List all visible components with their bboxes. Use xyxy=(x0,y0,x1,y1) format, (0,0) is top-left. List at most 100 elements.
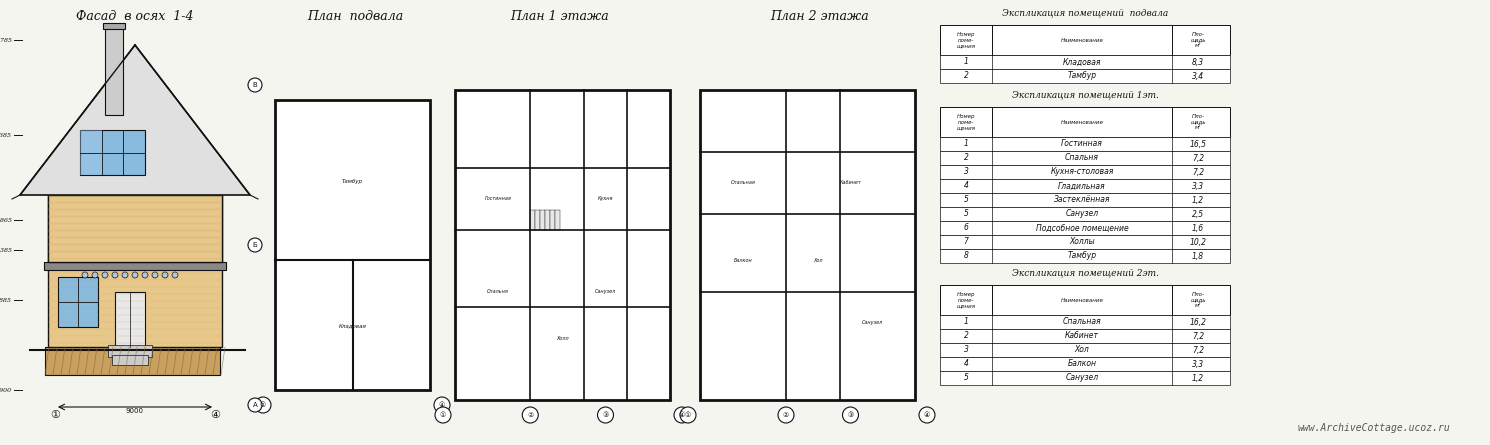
Text: А: А xyxy=(253,402,258,408)
Text: 2: 2 xyxy=(964,332,968,340)
Text: Номер
поме-
щения: Номер поме- щения xyxy=(957,32,976,48)
Bar xyxy=(940,357,1231,371)
Text: Подсобное помещение: Подсобное помещение xyxy=(1036,223,1128,232)
Text: Хол: Хол xyxy=(1074,345,1089,355)
Text: ④: ④ xyxy=(679,412,685,418)
Bar xyxy=(45,347,221,375)
Bar xyxy=(48,195,222,347)
Text: 3: 3 xyxy=(964,167,968,177)
Circle shape xyxy=(673,407,690,423)
Circle shape xyxy=(919,407,936,423)
Bar xyxy=(940,25,1231,55)
Bar xyxy=(454,90,670,400)
Bar xyxy=(276,100,431,390)
Text: Пло-
щадь
м²: Пло- щадь м² xyxy=(1191,114,1205,130)
Text: План 2 этажа: План 2 этажа xyxy=(770,10,869,23)
Text: 9000: 9000 xyxy=(127,408,145,414)
Text: 5: 5 xyxy=(964,373,968,383)
Circle shape xyxy=(133,272,139,278)
Bar xyxy=(940,249,1231,263)
Text: www.ArchiveCottage.ucoz.ru: www.ArchiveCottage.ucoz.ru xyxy=(1298,423,1450,433)
Text: Застеклённая: Застеклённая xyxy=(1053,195,1110,205)
Bar xyxy=(112,355,148,365)
Text: Кухня: Кухня xyxy=(597,196,614,201)
Circle shape xyxy=(247,238,262,252)
Circle shape xyxy=(523,407,538,423)
Bar xyxy=(556,210,560,230)
Text: ①: ① xyxy=(440,412,446,418)
Text: ④: ④ xyxy=(440,402,446,408)
Bar xyxy=(115,292,145,347)
Text: Тамбур: Тамбур xyxy=(1067,72,1097,81)
Text: План 1 этажа: План 1 этажа xyxy=(511,10,609,23)
Bar xyxy=(80,130,145,175)
Text: ②: ② xyxy=(527,412,533,418)
Text: 7,785: 7,785 xyxy=(0,37,12,43)
Text: Кладовая: Кладовая xyxy=(338,324,367,329)
Circle shape xyxy=(597,407,614,423)
Text: 3: 3 xyxy=(964,345,968,355)
Circle shape xyxy=(247,398,262,412)
Text: 2,5: 2,5 xyxy=(1192,210,1204,218)
Text: Хол: Хол xyxy=(814,258,822,263)
Circle shape xyxy=(434,397,450,413)
Text: Гладильная: Гладильная xyxy=(1058,182,1106,190)
Text: Номер
поме-
щения: Номер поме- щения xyxy=(957,114,976,130)
Text: Номер
поме-
щения: Номер поме- щения xyxy=(957,292,976,308)
Text: 0,885: 0,885 xyxy=(0,298,12,303)
Text: 16,5: 16,5 xyxy=(1189,139,1207,149)
Circle shape xyxy=(152,272,158,278)
Text: Гостинная: Гостинная xyxy=(484,196,511,201)
Text: Наименование: Наименование xyxy=(1061,120,1104,125)
Bar xyxy=(940,371,1231,385)
Circle shape xyxy=(162,272,168,278)
Bar xyxy=(545,210,550,230)
Text: 10,2: 10,2 xyxy=(1189,238,1207,247)
Bar xyxy=(940,137,1231,151)
Circle shape xyxy=(778,407,794,423)
Circle shape xyxy=(171,272,177,278)
Circle shape xyxy=(92,272,98,278)
Text: ③: ③ xyxy=(848,412,854,418)
Bar xyxy=(541,210,545,230)
Text: Наименование: Наименование xyxy=(1061,37,1104,43)
Text: Экспликация помещений  подвала: Экспликация помещений подвала xyxy=(1001,8,1168,17)
Bar xyxy=(940,235,1231,249)
Text: 7,2: 7,2 xyxy=(1192,345,1204,355)
Bar xyxy=(940,55,1231,69)
Bar xyxy=(530,210,535,230)
Circle shape xyxy=(842,407,858,423)
Text: 1: 1 xyxy=(964,139,968,149)
Bar xyxy=(80,130,101,175)
Text: 4: 4 xyxy=(964,182,968,190)
Text: ④: ④ xyxy=(210,410,221,420)
Text: 7,2: 7,2 xyxy=(1192,154,1204,162)
Text: 5: 5 xyxy=(964,210,968,218)
Text: Б: Б xyxy=(253,242,258,248)
Text: Пло-
щадь
м²: Пло- щадь м² xyxy=(1191,292,1205,308)
Text: Гостинная: Гостинная xyxy=(1061,139,1103,149)
Bar xyxy=(940,69,1231,83)
Circle shape xyxy=(82,272,88,278)
Text: Балкон: Балкон xyxy=(733,258,752,263)
Text: 6: 6 xyxy=(964,223,968,232)
Circle shape xyxy=(255,397,271,413)
Text: 3,4: 3,4 xyxy=(1192,72,1204,81)
Circle shape xyxy=(142,272,148,278)
Text: Санузел: Санузел xyxy=(1065,210,1098,218)
Text: 7,2: 7,2 xyxy=(1192,332,1204,340)
Text: 16,2: 16,2 xyxy=(1189,317,1207,327)
Bar xyxy=(45,262,226,270)
Text: Спальная: Спальная xyxy=(1062,317,1101,327)
Text: 8,3: 8,3 xyxy=(1192,57,1204,66)
Bar xyxy=(940,315,1231,329)
Circle shape xyxy=(247,78,262,92)
Polygon shape xyxy=(19,45,250,195)
Bar xyxy=(700,90,915,400)
Bar xyxy=(940,343,1231,357)
Text: Кабинет: Кабинет xyxy=(1065,332,1100,340)
Bar xyxy=(940,193,1231,207)
Text: 1: 1 xyxy=(964,317,968,327)
Bar xyxy=(48,195,222,262)
Circle shape xyxy=(435,407,451,423)
